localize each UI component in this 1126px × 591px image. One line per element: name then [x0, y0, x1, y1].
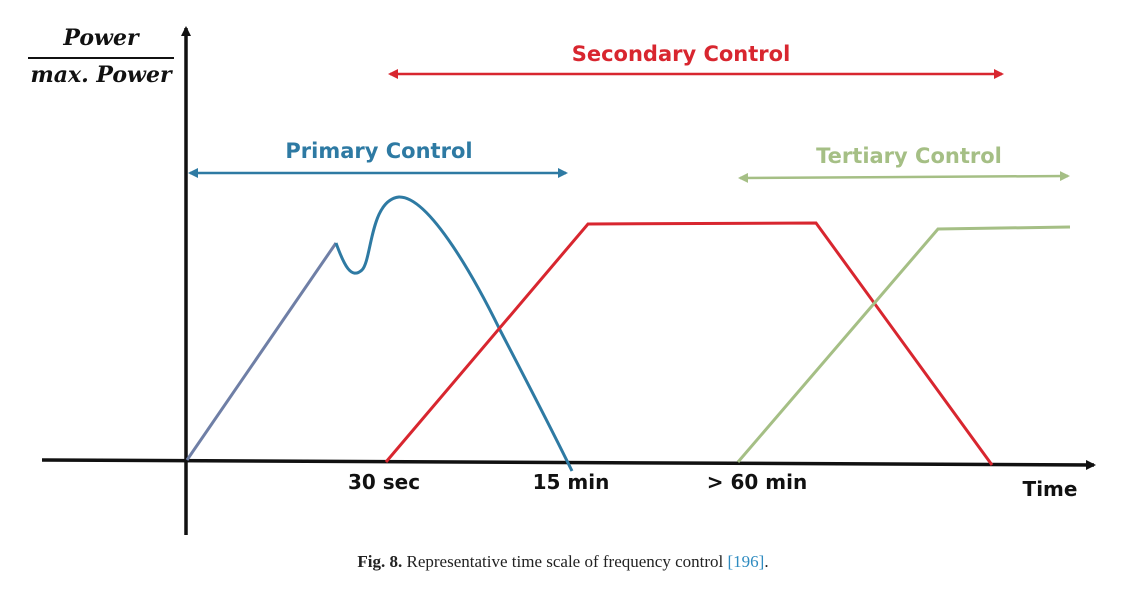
primary-control-curve	[334, 195, 574, 472]
caption-end: .	[764, 552, 769, 571]
tick-label-15-min: 15 min	[533, 470, 610, 494]
x-axis-label: Time	[1023, 477, 1078, 501]
secondary-control-curve	[384, 221, 994, 466]
caption-reference-link[interactable]: [196]	[727, 552, 765, 571]
tick-label-60-min: > 60 min	[707, 470, 807, 494]
caption-text: Representative time scale of frequency c…	[402, 552, 728, 571]
tertiary-control-span-arrow	[738, 171, 1070, 183]
y-axis-label-numerator: Power	[62, 25, 140, 51]
tertiary-control-curve	[736, 225, 1071, 463]
caption-label: Fig. 8.	[357, 552, 403, 571]
secondary-control-label: Secondary Control	[572, 42, 791, 66]
tertiary-control-label: Tertiary Control	[816, 144, 1002, 168]
y-axis-label-denominator: max. Power	[30, 62, 173, 88]
primary-control-ramp	[185, 242, 338, 461]
primary-control-label: Primary Control	[285, 139, 472, 163]
figure-caption: Fig. 8. Representative time scale of fre…	[0, 552, 1126, 572]
tick-label-30-sec: 30 sec	[348, 470, 420, 494]
